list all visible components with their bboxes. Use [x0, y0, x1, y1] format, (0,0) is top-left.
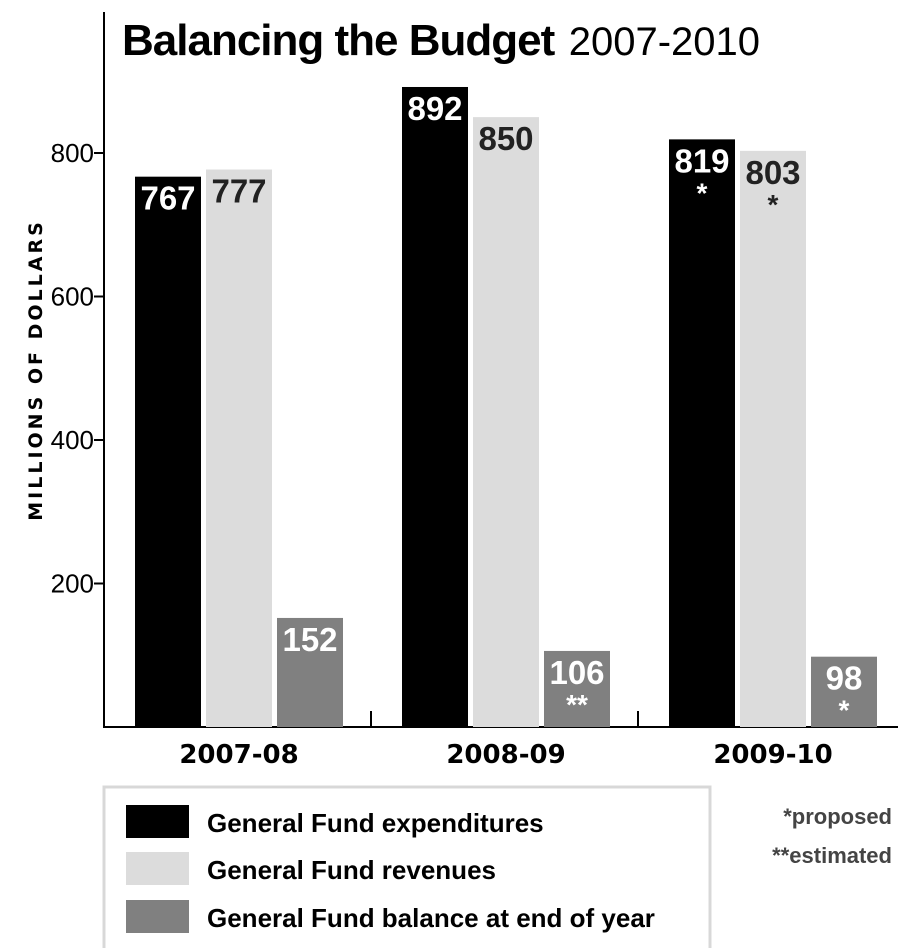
category-label: 2008-09 [446, 740, 565, 770]
bar [135, 176, 201, 728]
y-tick-label: 200 [51, 569, 94, 599]
y-tick-label: 400 [51, 425, 94, 455]
category-labels-group: 2007-08 2008-09 2009-10 [179, 711, 833, 770]
category-label: 2009-10 [713, 740, 832, 770]
legend-label: General Fund balance at end of year [207, 903, 655, 933]
y-axis-ticks: 200 400 600 800 [51, 138, 104, 599]
legend-box [102, 785, 712, 948]
legend-swatch [126, 805, 189, 838]
y-tick-label: 600 [51, 282, 94, 312]
data-label-note: ** [566, 689, 588, 720]
data-label: 850 [478, 120, 533, 157]
data-label-note: * [768, 189, 779, 220]
data-label: 892 [407, 90, 462, 127]
data-label: 777 [211, 173, 266, 210]
bar [206, 169, 272, 727]
y-tick-label: 800 [51, 138, 94, 168]
chart-title-main: Balancing the Budget [122, 16, 556, 65]
bars-group [135, 86, 877, 728]
data-label: 803 [745, 154, 800, 191]
data-label: 819 [674, 142, 729, 179]
bar [669, 139, 735, 727]
legend-label: General Fund expenditures [207, 808, 544, 838]
data-label: 98 [826, 660, 863, 697]
bar [811, 656, 877, 727]
chart-subtitle: 2007-2010 [569, 20, 760, 64]
legend-swatch [126, 900, 189, 933]
data-label: 106 [549, 654, 604, 691]
bar [473, 117, 539, 727]
legend-label: General Fund revenues [207, 855, 496, 885]
legend-swatch [126, 852, 189, 885]
data-label: 152 [282, 621, 337, 658]
footnote-estimated: **estimated [772, 843, 892, 868]
bar [740, 150, 806, 727]
bar [277, 617, 343, 727]
bar [402, 86, 468, 728]
y-axis-label: MILLIONS OF DOLLARS [25, 219, 47, 521]
legend: General Fund expenditures General Fund re… [126, 805, 655, 933]
bar [544, 650, 610, 727]
category-label: 2007-08 [179, 740, 298, 770]
data-label-note: * [839, 695, 850, 726]
footnote-proposed: *proposed [783, 804, 892, 829]
data-label-note: * [697, 177, 708, 208]
data-label: 767 [140, 180, 195, 217]
chart-title: Balancing the Budget 2007-2010 [122, 16, 760, 65]
